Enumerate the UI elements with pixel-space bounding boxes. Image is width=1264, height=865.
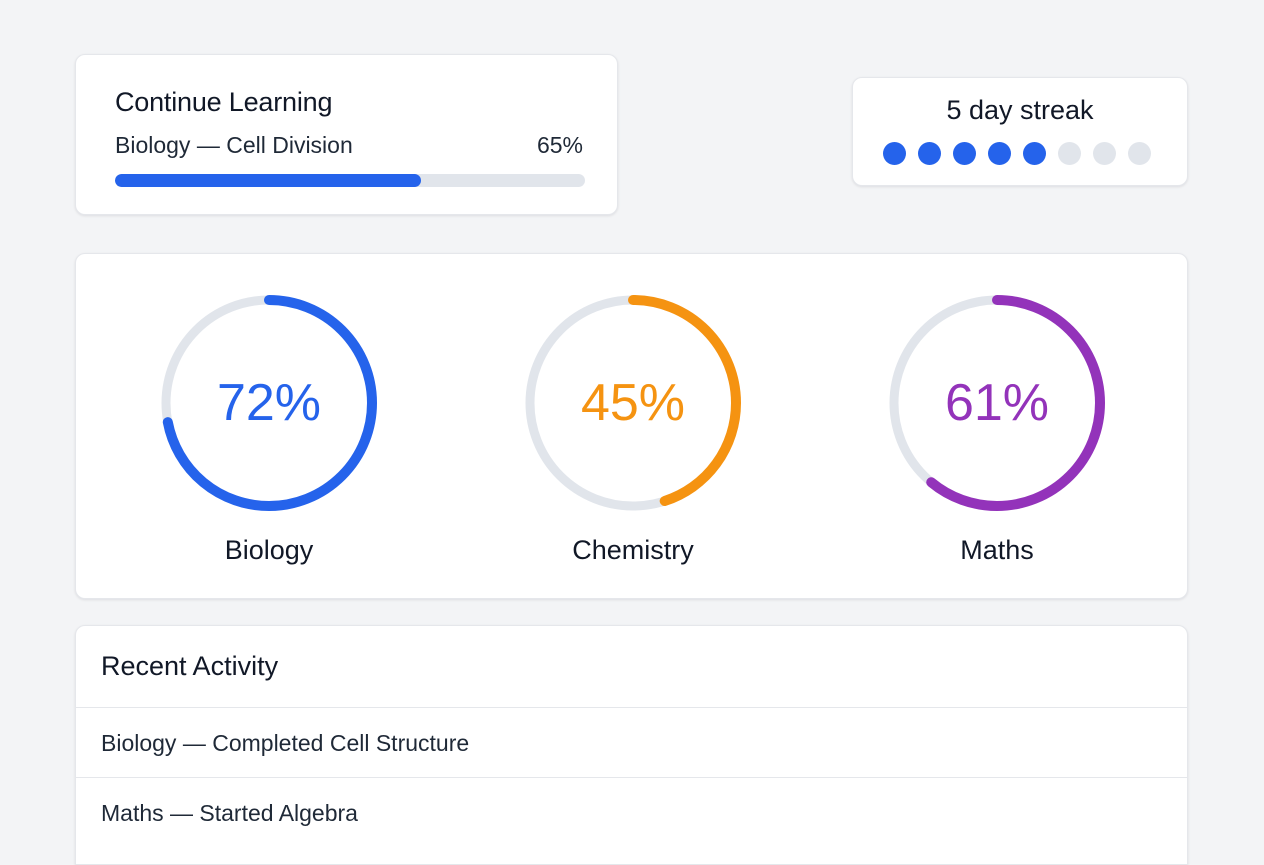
progress-ring-chart: 45% [525, 295, 741, 511]
ring-percent-label: 72% [217, 374, 321, 432]
ring-progress-arc [525, 295, 741, 511]
streak-dots [883, 142, 1151, 165]
continue-learning-card[interactable]: Continue Learning Biology — Cell Divisio… [75, 54, 618, 215]
streak-dot-empty [1093, 142, 1116, 165]
course-progress-fill [115, 174, 421, 187]
activity-item[interactable]: Maths — Started Algebra [76, 777, 1187, 847]
streak-dot-empty [1128, 142, 1151, 165]
streak-card: 5 day streak [852, 77, 1188, 186]
course-progress-bar [115, 174, 585, 187]
streak-dot-completed [883, 142, 906, 165]
ring-percent-label: 45% [581, 374, 685, 432]
ring-percent-label: 61% [945, 374, 1049, 432]
subject-ring-chemistry[interactable]: 45% Chemistry [520, 290, 746, 566]
subject-name: Chemistry [572, 535, 694, 565]
progress-ring-chart: 72% [161, 295, 377, 511]
activity-item[interactable]: Biology — Completed Cell Structure [76, 707, 1187, 777]
streak-title: 5 day streak [946, 95, 1094, 125]
streak-dot-empty [1058, 142, 1081, 165]
course-progress-percent: 65% [536, 132, 583, 158]
subject-name: Biology [224, 535, 314, 565]
streak-dot-completed [918, 142, 941, 165]
recent-activity-card: Recent Activity Biology — Completed Cell… [75, 625, 1188, 865]
subject-ring-biology[interactable]: 72% Biology [156, 290, 382, 566]
progress-ring-chart: 61% [889, 295, 1105, 511]
continue-learning-title: Continue Learning [115, 87, 333, 117]
ring-progress-arc [161, 295, 377, 511]
current-course-name: Biology — Cell Division [115, 132, 353, 158]
ring-progress-arc [889, 295, 1105, 511]
streak-dot-completed [953, 142, 976, 165]
streak-dot-completed [988, 142, 1011, 165]
subject-ring-maths[interactable]: 61% Maths [884, 290, 1110, 566]
recent-activity-title: Recent Activity [101, 651, 279, 681]
subject-progress-card: 72% Biology 45% Chemistry 61% Maths [75, 253, 1188, 599]
streak-dot-completed [1023, 142, 1046, 165]
subject-name: Maths [960, 535, 1034, 565]
